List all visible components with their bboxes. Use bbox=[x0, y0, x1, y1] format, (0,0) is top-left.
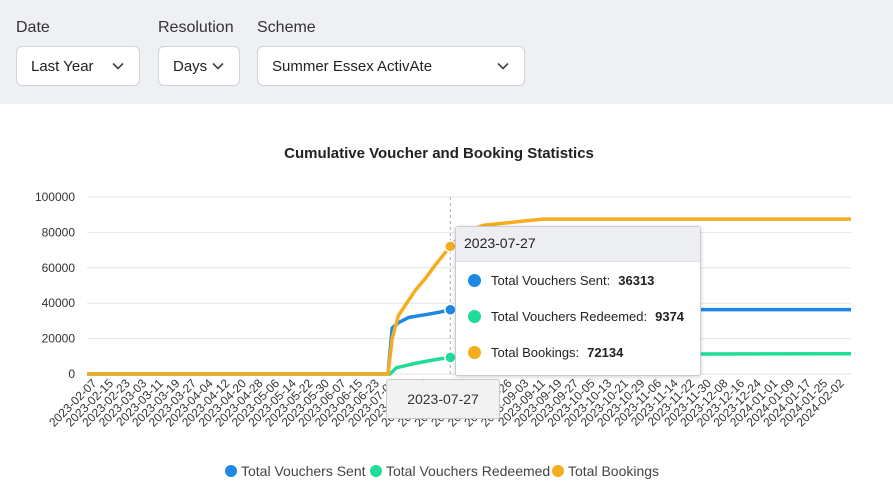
resolution-filter-label: Resolution bbox=[158, 19, 234, 36]
scheme-select-value: Summer Essex ActivAte bbox=[272, 57, 433, 75]
chevron-down-icon bbox=[111, 59, 125, 73]
tooltip-date: 2023-07-27 bbox=[456, 227, 700, 262]
tooltip-value: 36313 bbox=[618, 272, 655, 288]
scheme-filter-label: Scheme bbox=[257, 19, 316, 36]
legend-marker bbox=[225, 465, 237, 477]
y-tick-label: 20000 bbox=[42, 332, 76, 346]
legend-label: Total Bookings bbox=[568, 463, 659, 479]
legend-label: Total Vouchers Redeemed bbox=[386, 463, 550, 479]
series-line bbox=[87, 217, 851, 376]
tooltip-label: Total Vouchers Sent: bbox=[491, 272, 611, 288]
y-tick-label: 0 bbox=[68, 367, 75, 381]
chevron-down-icon bbox=[496, 59, 510, 73]
y-tick-label: 60000 bbox=[42, 261, 76, 275]
tooltip-row-vouchers-sent: Total Vouchers Sent: 36313 bbox=[456, 262, 700, 298]
date-filter-label: Date bbox=[16, 19, 50, 36]
tooltip-value: 72134 bbox=[587, 344, 624, 360]
tooltip-value: 9374 bbox=[655, 308, 685, 324]
legend-marker bbox=[370, 465, 382, 477]
tooltip-row-vouchers-redeemed: Total Vouchers Redeemed: 9374 bbox=[456, 298, 700, 334]
filter-bar: Date Last Year Resolution Days Scheme Su… bbox=[0, 0, 893, 104]
y-tick-label: 100000 bbox=[35, 190, 75, 204]
legend-dot-icon bbox=[468, 309, 481, 323]
legend-label: Total Vouchers Sent bbox=[241, 463, 366, 479]
x-axis-hover-label: 2023-07-27 bbox=[386, 379, 500, 419]
scheme-filter: Scheme Summer Essex ActivAte bbox=[257, 18, 525, 86]
y-tick-label: 40000 bbox=[42, 296, 76, 310]
tooltip-label: Total Bookings: bbox=[491, 344, 580, 360]
y-tick-label: 80000 bbox=[42, 225, 76, 239]
resolution-filter: Resolution Days bbox=[158, 18, 240, 86]
tooltip-row-bookings: Total Bookings: 72134 bbox=[456, 334, 700, 370]
resolution-select[interactable]: Days bbox=[158, 46, 240, 86]
chevron-down-icon bbox=[211, 59, 225, 73]
tooltip-label: Total Vouchers Redeemed: bbox=[491, 308, 648, 324]
legend-marker bbox=[552, 465, 564, 477]
resolution-select-value: Days bbox=[173, 57, 208, 75]
date-select[interactable]: Last Year bbox=[16, 46, 140, 86]
chart-title: Cumulative Voucher and Booking Statistic… bbox=[284, 145, 594, 162]
date-filter: Date Last Year bbox=[16, 18, 140, 86]
legend-dot-icon bbox=[468, 345, 481, 359]
scheme-select[interactable]: Summer Essex ActivAte bbox=[257, 46, 525, 86]
legend-dot-icon bbox=[468, 273, 481, 287]
chart-tooltip: 2023-07-27 Total Vouchers Sent: 36313 To… bbox=[455, 226, 701, 376]
date-select-value: Last Year bbox=[31, 57, 94, 75]
